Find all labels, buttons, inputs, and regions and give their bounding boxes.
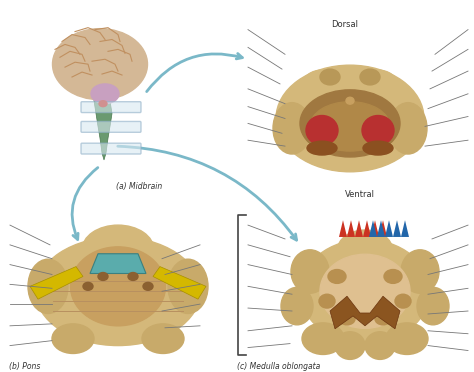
- Ellipse shape: [346, 97, 354, 104]
- FancyBboxPatch shape: [81, 102, 141, 113]
- Ellipse shape: [291, 250, 329, 293]
- Polygon shape: [94, 87, 112, 160]
- Ellipse shape: [417, 287, 449, 325]
- Polygon shape: [330, 296, 400, 329]
- Polygon shape: [90, 254, 146, 273]
- Text: Ventral: Ventral: [345, 190, 375, 199]
- Ellipse shape: [300, 240, 430, 343]
- Polygon shape: [355, 220, 363, 237]
- Ellipse shape: [83, 282, 93, 290]
- Ellipse shape: [389, 103, 427, 154]
- Ellipse shape: [71, 247, 165, 326]
- Ellipse shape: [98, 273, 108, 280]
- Ellipse shape: [168, 259, 208, 314]
- Text: Dorsal: Dorsal: [331, 20, 358, 29]
- FancyBboxPatch shape: [81, 121, 141, 132]
- Ellipse shape: [360, 69, 380, 85]
- Ellipse shape: [319, 294, 335, 308]
- Ellipse shape: [281, 287, 313, 325]
- Ellipse shape: [359, 70, 397, 98]
- Ellipse shape: [337, 230, 392, 270]
- Ellipse shape: [82, 225, 154, 275]
- Ellipse shape: [375, 313, 391, 325]
- Ellipse shape: [306, 116, 338, 145]
- Ellipse shape: [128, 273, 138, 280]
- Polygon shape: [347, 220, 355, 237]
- Polygon shape: [30, 267, 83, 299]
- Ellipse shape: [273, 103, 311, 154]
- Polygon shape: [377, 220, 385, 237]
- Polygon shape: [379, 220, 387, 237]
- Ellipse shape: [143, 282, 153, 290]
- Ellipse shape: [386, 323, 428, 355]
- Ellipse shape: [99, 101, 107, 107]
- Polygon shape: [393, 220, 401, 237]
- Ellipse shape: [401, 250, 439, 293]
- Text: (a) Midbrain: (a) Midbrain: [116, 182, 163, 191]
- Ellipse shape: [363, 141, 393, 155]
- Ellipse shape: [52, 324, 94, 353]
- Ellipse shape: [320, 254, 410, 328]
- Ellipse shape: [328, 270, 346, 283]
- Ellipse shape: [320, 69, 340, 85]
- Ellipse shape: [28, 259, 68, 314]
- Ellipse shape: [339, 313, 355, 325]
- Polygon shape: [401, 220, 409, 237]
- Ellipse shape: [91, 84, 119, 104]
- Ellipse shape: [276, 65, 424, 172]
- Ellipse shape: [335, 332, 365, 359]
- Ellipse shape: [362, 116, 394, 145]
- Ellipse shape: [36, 237, 201, 346]
- Ellipse shape: [300, 90, 400, 157]
- Polygon shape: [153, 267, 206, 299]
- Ellipse shape: [303, 70, 341, 98]
- Text: (b) Pons: (b) Pons: [9, 362, 41, 371]
- FancyBboxPatch shape: [81, 143, 141, 154]
- Ellipse shape: [310, 102, 390, 151]
- Text: (c) Medulla oblongata: (c) Medulla oblongata: [237, 362, 320, 371]
- Ellipse shape: [53, 29, 147, 100]
- Polygon shape: [369, 220, 377, 237]
- Ellipse shape: [307, 141, 337, 155]
- Polygon shape: [371, 220, 379, 237]
- Ellipse shape: [365, 332, 395, 359]
- Ellipse shape: [302, 323, 344, 355]
- Polygon shape: [339, 220, 347, 237]
- Ellipse shape: [384, 270, 402, 283]
- Ellipse shape: [395, 294, 411, 308]
- Polygon shape: [385, 220, 393, 237]
- Polygon shape: [363, 220, 371, 237]
- Ellipse shape: [142, 324, 184, 353]
